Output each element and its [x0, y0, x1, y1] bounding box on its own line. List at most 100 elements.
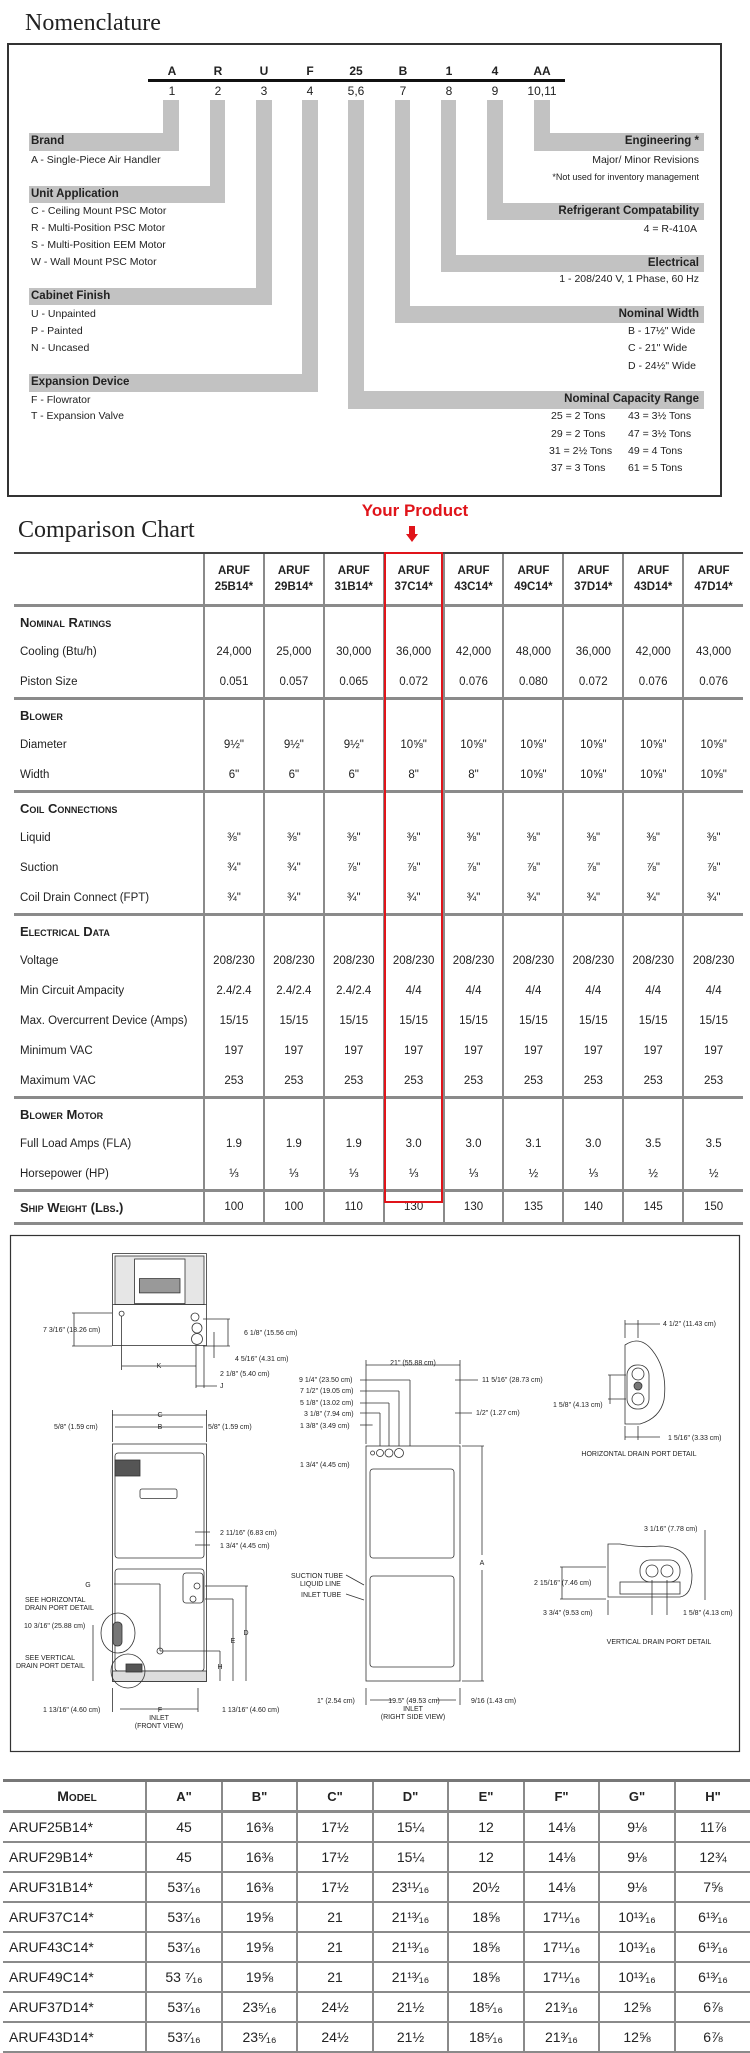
row-label: Min Circuit Ampacity: [20, 985, 125, 997]
dimension-value: 10¹³⁄₁₆: [598, 1932, 676, 1963]
table-row: Piston Size 0.051 0.057 0.065 0.072 0.076 0.08…: [14, 667, 744, 700]
front-view: [92, 1410, 248, 1712]
dimension-label-s-1: 1" (2.54 cm): [317, 1698, 355, 1705]
table-cell: 10⅝": [682, 760, 744, 793]
table-cell: 140: [562, 1190, 624, 1225]
section-row: Blower: [14, 698, 744, 730]
refrigerant-item: 4 = R-410A: [643, 223, 697, 235]
table-cell: 0.065: [322, 667, 384, 700]
expansion-device-bar: [29, 374, 318, 392]
dimension-value: 53⁷⁄₁₆: [145, 1992, 223, 2023]
table-cell: 10⅝": [502, 760, 564, 793]
empty-cell: [322, 1097, 384, 1129]
table-cell: 24,000: [203, 637, 264, 667]
dimension-column-header: C": [296, 1780, 374, 1813]
empty-cell: [622, 698, 684, 730]
dimension-label-front-inlet: INLET: [149, 1715, 170, 1722]
table-cell: 8": [442, 760, 504, 793]
dimension-label-h-4-1-2: 4 1/2" (11.43 cm): [663, 1321, 716, 1328]
dimension-value: 17¹¹⁄₁₆: [523, 1962, 600, 1993]
table-cell: ¾": [262, 883, 324, 916]
nomenclature-box: [7, 43, 722, 497]
model-code-letter: 1: [445, 64, 453, 78]
dimension-label-a: A: [480, 1560, 485, 1567]
table-cell: 208/230: [203, 946, 264, 976]
table-cell: 197: [382, 1036, 444, 1066]
empty-cell: [262, 914, 324, 946]
table-cell: 10⅝": [682, 730, 744, 760]
dimension-value: 45: [145, 1842, 223, 1873]
table-cell: 0.072: [382, 667, 444, 700]
dimension-label-g: G: [85, 1582, 90, 1589]
table-cell: 10⅝": [502, 730, 564, 760]
brand-item: A - Single-Piece Air Handler: [31, 154, 161, 166]
section-title: Coil Connections: [20, 800, 118, 816]
dimension-value: 53 ⁷⁄₁₆: [145, 1962, 223, 1993]
cabinet-finish-label: Cabinet Finish: [31, 290, 111, 302]
dimensions-row: ARUF31B14* 53⁷⁄₁₆ 16⅜ 17½ 23¹¹⁄₁₆ 20½ 14⅛ 9⅛ 7⅝: [3, 1872, 750, 1903]
nominal-capacity-bar: [348, 391, 704, 409]
table-row: Diameter 9½" 9½" 9½" 10⅝" 10⅝" 10⅝" 10⅝" 10⅝" 10⅝…: [14, 730, 744, 760]
model-name: ARUF37D14*: [3, 1992, 147, 2023]
empty-cell: [322, 605, 384, 637]
row-label: Full Load Amps (FLA): [20, 1138, 132, 1150]
empty-cell: [382, 698, 444, 730]
dimension-label-liquid-line: LIQUID LINE: [300, 1581, 341, 1588]
row-label: Suction: [20, 862, 59, 874]
dimension-value: 18⅝: [447, 1902, 525, 1933]
table-cell: 0.076: [622, 667, 684, 700]
row-label: Max. Overcurrent Device (Amps): [20, 1015, 188, 1027]
engineering-bar: [534, 133, 704, 151]
dimension-label-s-11-5-16: 11 5/16" (28.73 cm): [482, 1377, 543, 1384]
model-header-line1: ARUF: [457, 565, 490, 577]
table-cell: ⅜": [682, 823, 744, 853]
empty-cell: [203, 791, 264, 823]
dimension-value: 14⅛: [523, 1842, 600, 1873]
model-code-letter: A: [167, 64, 177, 78]
nominal-capacity-connector: [348, 100, 364, 409]
capacity-item: 37 = 3 Tons: [551, 462, 606, 474]
empty-cell: [502, 1097, 564, 1129]
table-cell: ¾": [262, 853, 324, 883]
table-cell: 10⅝": [562, 730, 624, 760]
empty-cell: [262, 698, 324, 730]
section-row: Blower Motor: [14, 1097, 744, 1129]
dimension-label-top-6-1-8: 6 1/8" (15.56 cm): [244, 1330, 297, 1337]
dimension-label-e: E: [231, 1638, 236, 1645]
model-code-letter: U: [259, 64, 269, 78]
table-cell: ½: [502, 1159, 564, 1192]
comparison-title: Comparison Chart: [18, 517, 195, 543]
engineering-label: Engineering *: [624, 135, 699, 147]
comparison-table: ARUF 25B14* ARUF 29B14* ARUF 31B14* ARUF 37C14*…: [14, 552, 744, 1225]
dimension-label-suction-tube: SUCTION TUBE: [291, 1573, 343, 1580]
dimension-value: 14⅛: [523, 1811, 600, 1843]
capacity-item: 47 = 3½ Tons: [628, 428, 692, 440]
section-row: Nominal Ratings: [14, 605, 744, 637]
row-label: Minimum VAC: [20, 1045, 93, 1057]
row-label: Liquid: [20, 832, 51, 844]
table-cell: 253: [562, 1066, 624, 1099]
refrigerant-label: Refrigerant Compatability: [558, 205, 699, 217]
table-cell: 110: [322, 1190, 384, 1225]
table-cell: 3.0: [442, 1129, 504, 1159]
table-row: Width 6" 6" 6" 8" 8" 10⅝" 10⅝" 10⅝" 10⅝": [14, 760, 744, 793]
engineering-item: Major/ Minor Revisions: [592, 154, 699, 166]
row-label: Ship Weight (Lbs.): [14, 1190, 205, 1225]
engineering-note: *Not used for inventory management: [552, 172, 699, 182]
expansion-device-item: T - Expansion Valve: [31, 410, 124, 422]
table-row: Max. Overcurrent Device (Amps) 15/15 15/15…: [14, 1006, 744, 1036]
dimension-label-horiz-detail: HORIZONTAL DRAIN PORT DETAIL: [581, 1451, 696, 1458]
dimension-value: 12⅝: [598, 1992, 676, 2023]
table-cell: 48,000: [502, 637, 564, 667]
dimension-label-f-10-3-16: 10 3/16" (25.88 cm): [24, 1623, 85, 1630]
model-code-letter: R: [213, 64, 223, 78]
dimension-value: 21: [296, 1962, 374, 1993]
dimension-value: 21½: [372, 1992, 449, 2023]
expansion-device-item: F - Flowrator: [31, 394, 91, 406]
empty-cell: [562, 605, 624, 637]
ship-weight-row: Ship Weight (Lbs.) 100 100 110 130 130 135 140 1…: [14, 1190, 744, 1225]
dimension-label-j: J: [220, 1383, 224, 1390]
dimension-label-s-1-2: 1/2" (1.27 cm): [476, 1410, 520, 1417]
model-name: ARUF43D14*: [3, 2022, 147, 2053]
nominal-capacity-label: Nominal Capacity Range: [564, 393, 699, 405]
